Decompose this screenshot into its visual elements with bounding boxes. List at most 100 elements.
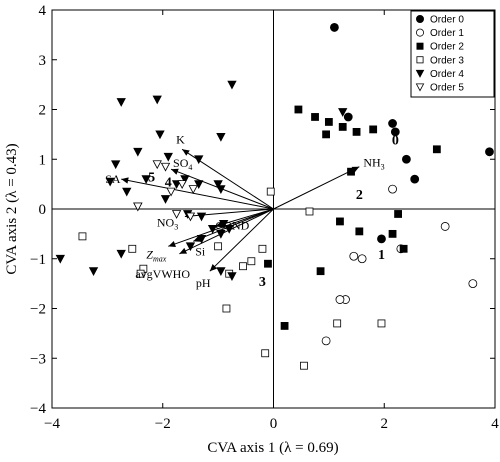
point-order-5 <box>188 185 198 194</box>
point-order-5 <box>160 162 171 172</box>
point-order-3 <box>300 361 308 370</box>
point-order-0 <box>388 119 397 128</box>
point-order-2 <box>336 217 344 226</box>
vector-label-sa: SA <box>105 172 121 186</box>
point-order-4 <box>155 130 165 140</box>
group-labels: 0 1 2 3 45 <box>148 133 399 290</box>
point-order-3 <box>247 257 256 266</box>
point-order-3 <box>266 187 275 196</box>
point-order-2 <box>311 113 319 121</box>
vector-label-ph: pH <box>196 276 211 290</box>
point-order-1 <box>357 254 367 264</box>
point-order-0 <box>401 154 411 164</box>
point-order-2 <box>399 244 408 253</box>
group-label: 5 <box>148 171 155 186</box>
point-order-4 <box>160 195 171 204</box>
group-label: 1 <box>378 248 385 263</box>
vector-label-avgvwho: avgVWHO <box>135 267 190 281</box>
legend-label: Order 4 <box>430 69 464 80</box>
legend-label: Order 1 <box>430 28 464 39</box>
vector-nh3 <box>273 166 360 210</box>
point-order-4 <box>213 180 223 189</box>
point-order-4 <box>338 108 348 117</box>
point-order-4 <box>152 95 162 105</box>
point-order-5 <box>166 187 176 197</box>
legend-label: Order 2 <box>430 42 464 53</box>
point-order-2 <box>388 229 397 238</box>
point-order-4 <box>224 224 234 234</box>
point-order-4 <box>218 220 229 229</box>
y-tick-label: 0 <box>39 202 47 218</box>
point-order-4 <box>180 175 190 184</box>
legend-label: Order 0 <box>430 15 464 26</box>
x-tick-label: 4 <box>491 416 499 432</box>
vector-ph <box>209 208 274 272</box>
vector-sa <box>121 178 274 210</box>
point-order-2 <box>394 210 402 218</box>
y-tick-label: 4 <box>39 3 47 19</box>
point-order-4 <box>133 147 143 157</box>
vector-label-no3: NO3 <box>157 215 178 231</box>
point-order-4 <box>88 267 99 277</box>
point-order-5 <box>133 202 143 212</box>
point-order-2 <box>338 123 347 131</box>
y-tick-label: −4 <box>30 401 46 417</box>
vector-arrowhead <box>209 264 218 272</box>
point-order-4 <box>227 272 237 282</box>
point-order-2 <box>294 105 303 114</box>
point-order-0 <box>377 234 386 244</box>
point-order-4 <box>171 180 182 189</box>
point-order-4 <box>216 132 226 142</box>
point-order-0 <box>410 174 420 184</box>
point-order-4 <box>216 185 226 194</box>
point-order-3 <box>377 319 386 328</box>
point-order-4 <box>116 249 126 259</box>
point-order-4 <box>55 254 65 264</box>
x-tick-label: −4 <box>44 416 60 432</box>
point-order-3 <box>222 304 231 313</box>
point-order-1 <box>335 295 345 304</box>
point-order-4 <box>196 212 207 222</box>
point-order-3 <box>214 242 223 251</box>
point-order-2 <box>324 118 333 126</box>
point-order-3 <box>333 319 342 328</box>
point-order-3 <box>258 244 267 253</box>
y-axis-label: CVA axis 2 (λ = 0.43) <box>4 143 20 274</box>
point-order-5 <box>177 180 187 189</box>
point-order-2 <box>316 267 325 276</box>
point-order-3 <box>136 269 145 278</box>
point-order-4 <box>207 224 218 234</box>
y-tick-label: 1 <box>39 152 47 168</box>
point-order-3 <box>128 244 137 253</box>
vector-label-si: Si <box>195 244 206 258</box>
point-order-0 <box>390 127 400 137</box>
point-order-4 <box>194 155 204 165</box>
x-tick-label: 2 <box>381 416 389 432</box>
vector-arrowhead <box>171 168 179 175</box>
vector-arrowhead <box>179 247 188 254</box>
vector-labels: K NH3 SO4 SA NO3 COND Zmax Si avgVWHO pH <box>105 132 384 290</box>
point-order-1 <box>349 251 359 261</box>
vector-label-k: K <box>176 132 185 146</box>
y-tick-label: 2 <box>39 103 47 119</box>
point-order-4 <box>185 242 196 252</box>
vector-label-zmax: Zmax <box>146 247 166 263</box>
legend-label: Order 3 <box>430 55 464 66</box>
point-order-1 <box>321 336 331 346</box>
y-tick-label: −1 <box>30 252 46 268</box>
point-order-2 <box>280 322 289 330</box>
legend-marker-order-2 <box>416 42 424 50</box>
point-order-0 <box>343 112 353 122</box>
point-order-1 <box>388 184 397 194</box>
point-order-3 <box>78 232 87 241</box>
vector-arrowhead <box>168 240 176 247</box>
group-label: 2 <box>356 188 363 203</box>
x-tick-label: 0 <box>270 416 278 432</box>
point-order-3 <box>239 262 247 271</box>
point-order-4 <box>196 234 207 244</box>
point-order-2 <box>347 167 355 176</box>
vector-zmax <box>168 208 274 247</box>
point-order-4 <box>216 229 226 239</box>
legend-marker-order-4 <box>415 69 425 78</box>
point-order-0 <box>485 147 494 157</box>
